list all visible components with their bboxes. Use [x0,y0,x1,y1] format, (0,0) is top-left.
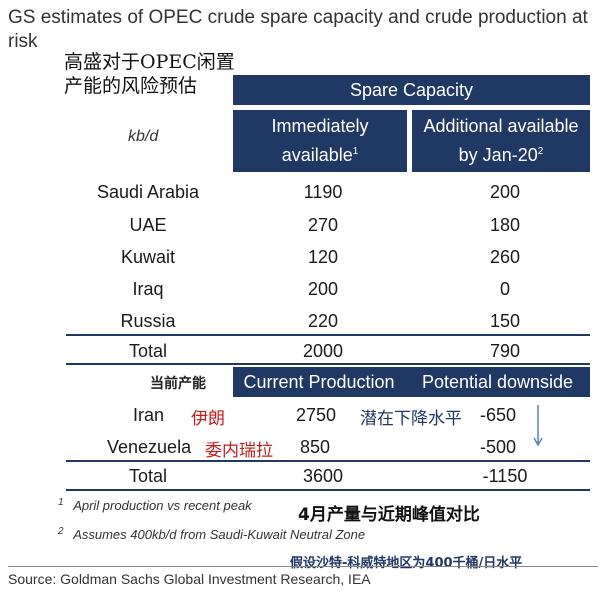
immediate-cell: 120 [307,247,339,267]
total-additional: 790 [489,341,521,361]
chinese-downside-label: 潜在下降水平 [360,409,462,429]
additional-cell: 200 [489,182,521,202]
chinese-footnote-1: 4月产量与近期峰值对比 [298,505,480,525]
spare-capacity-header: Spare Capacity [233,75,590,105]
footnote-number: 2 [58,526,64,537]
production-header: Current Production Potential downside [233,367,590,397]
col-header-current: Current Production [243,371,395,392]
chinese-title-line2: 产能的风险预估 [64,75,198,97]
col-additional-line2: by Jan-20 [458,145,538,165]
immediate-cell: 1190 [303,182,343,202]
col-header-downside: Potential downside [421,371,574,392]
chinese-country-cell: 伊朗 [191,409,225,429]
country-cell: Russia [120,311,176,331]
additional-cell: 180 [489,215,521,235]
additional-cell: 0 [499,279,510,299]
downside-cell: -650 [480,405,517,425]
additional-cell: 260 [489,247,521,267]
footnote-2: 2 Assumes 400kb/d from Saudi-Kuwait Neut… [58,526,365,542]
additional-cell: 150 [489,311,521,331]
current-cell: 850 [300,437,331,457]
country-cell: UAE [129,215,167,235]
divider [66,363,590,365]
immediate-cell: 270 [307,215,339,235]
country-cell: Kuwait [120,247,176,267]
footnote-text: April production vs recent peak [73,498,252,514]
arrow-down-icon [533,405,543,447]
chinese-title-line1: 高盛对于OPEC闲置 [64,51,235,73]
total-label: Total [128,466,168,486]
col-header-immediate: Immediately available1 [233,110,407,172]
col-immediate-line2: available [281,145,353,165]
col-immediate-line1: Immediately [271,116,369,136]
footnote-ref-1: 1 [352,146,359,157]
divider [66,489,590,491]
source-divider [8,566,598,567]
current-cell: 2750 [296,405,337,425]
total-label: Total [128,341,168,361]
country-cell: Saudi Arabia [96,182,200,202]
chinese-title: 高盛对于OPEC闲置 产能的风险预估 [64,50,254,98]
footnote-number: 1 [58,497,64,508]
source-line: Source: Goldman Sachs Global Investment … [8,571,371,587]
total-immediate: 2000 [302,341,344,361]
divider [66,460,590,462]
divider [66,334,590,336]
footnote-text: Assumes 400kb/d from Saudi-Kuwait Neutra… [73,527,366,543]
total-current: 3600 [302,466,344,486]
footnote-1: 1 April production vs recent peak [58,497,252,513]
chinese-country-cell: 委内瑞拉 [205,441,273,461]
country-cell: Venezuela [107,437,192,457]
total-downside: -1150 [482,466,528,486]
chinese-current-label: 当前产能 [150,376,206,392]
immediate-cell: 220 [307,311,339,331]
col-additional-line1: Additional available [423,116,579,136]
page-title: GS estimates of OPEC crude spare capacit… [8,7,588,52]
immediate-cell: 200 [307,279,339,299]
unit-label: kb/d [128,128,159,145]
downside-cell: -500 [480,437,517,457]
footnote-ref-2: 2 [537,146,544,157]
country-cell: Iraq [132,279,164,299]
country-cell: Iran [133,405,165,425]
col-header-additional: Additional available by Jan-202 [412,110,590,172]
chinese-footnote-2: 假设沙特-科威特地区为400千桶/日水平 [290,556,523,571]
